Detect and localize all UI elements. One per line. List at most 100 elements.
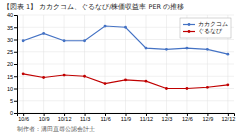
- series-marker: [63, 39, 66, 42]
- y-tick-mark: [14, 89, 17, 90]
- x-tick: 10/9: [39, 113, 50, 122]
- grid-line-x: [166, 15, 167, 113]
- y-tick-label: 30: [7, 37, 13, 43]
- legend: カカクコムぐるなび: [180, 18, 231, 38]
- y-tick-label: 35: [7, 25, 13, 31]
- series-marker: [42, 32, 45, 35]
- grid-line-x: [105, 15, 106, 113]
- y-tick-mark: [14, 40, 17, 41]
- x-tick-label: 11/6: [100, 116, 110, 122]
- x-tick: 12/3: [162, 113, 173, 122]
- y-tick: 40: [7, 12, 17, 18]
- series-marker: [145, 47, 148, 50]
- y-tick-mark: [14, 15, 17, 16]
- y-tick-label: 20: [7, 61, 13, 67]
- grid-line-x: [64, 15, 65, 113]
- y-tick-label: 40: [7, 12, 13, 18]
- x-tick: 12/9: [203, 113, 214, 122]
- y-tick-mark: [14, 64, 17, 65]
- series-marker: [165, 48, 168, 51]
- x-tick-label: 10/12: [58, 116, 72, 122]
- y-tick-label: 0: [10, 110, 13, 116]
- x-tick-label: 10/9: [39, 116, 50, 122]
- legend-label: ぐるなび: [198, 28, 223, 35]
- x-tick-label: 12/6: [182, 116, 193, 122]
- legend-swatch-marker: [188, 30, 191, 33]
- y-tick: 15: [7, 74, 17, 80]
- x-tick: 11/6: [100, 113, 110, 122]
- series-marker: [206, 86, 209, 89]
- x-tick-label: 12/12: [221, 116, 235, 122]
- series-marker: [186, 47, 189, 50]
- series-marker: [104, 82, 107, 85]
- x-tick: 11/3: [80, 113, 90, 122]
- y-tick-mark: [14, 52, 17, 53]
- y-tick: 25: [7, 49, 17, 55]
- title: 【図表 1】 カカクコム、ぐるなび/株価収益率 PER の推移: [3, 3, 184, 11]
- grid-line-x: [43, 15, 44, 113]
- y-tick: 30: [7, 37, 17, 43]
- legend-swatch: [183, 31, 195, 32]
- y-tick: 20: [7, 61, 17, 67]
- x-tick: 12/6: [182, 113, 193, 122]
- y-tick: 35: [7, 25, 17, 31]
- legend-swatch: [183, 24, 195, 25]
- y-tick: 10: [7, 86, 17, 92]
- grid-line-x: [84, 15, 85, 113]
- x-tick: 11/9: [121, 113, 131, 122]
- x-tick-label: 10/6: [18, 116, 29, 122]
- legend-label: カカクコム: [198, 21, 228, 27]
- series-marker: [22, 39, 25, 42]
- series-line: [23, 26, 228, 54]
- legend-item: ぐるなび: [183, 28, 223, 35]
- y-tick: 0: [10, 110, 17, 116]
- series-marker: [104, 25, 107, 28]
- legend-swatch-marker: [188, 23, 191, 26]
- y-tick-label: 10: [7, 86, 13, 92]
- y-tick-mark: [14, 27, 17, 28]
- x-tick-label: 12/3: [162, 116, 173, 122]
- plot: 10/6 10/9 10/12 11/3 11/6 11/9 11/12 12/3 12/6 12…: [7, 12, 235, 122]
- y-tick-mark: [14, 113, 17, 114]
- y-axis: 0 5 10 15 20 25 30 35 40: [7, 12, 18, 116]
- series-marker: [165, 87, 168, 90]
- series-marker: [42, 76, 45, 79]
- grid: [17, 15, 234, 113]
- series-marker: [22, 72, 25, 75]
- grid-line-x: [145, 15, 146, 113]
- x-tick-label: 12/9: [203, 116, 214, 122]
- y-tick-mark: [14, 101, 17, 102]
- y-axis-line: [14, 16, 18, 114]
- y-tick-mark: [14, 76, 17, 77]
- x-tick: 10/6: [18, 113, 29, 122]
- x-tick: 10/12: [58, 113, 72, 122]
- series-marker: [206, 48, 209, 51]
- footnote: 制作者：溝田直尋公認会計士: [17, 126, 95, 132]
- legend-item: カカクコム: [183, 21, 228, 27]
- series-marker: [124, 26, 127, 29]
- x-tick: 12/12: [221, 113, 235, 122]
- series-marker: [226, 53, 229, 56]
- series-marker: [145, 80, 148, 83]
- series-marker: [63, 74, 66, 77]
- y-tick: 5: [10, 98, 17, 104]
- x-tick-label: 11/3: [80, 116, 90, 122]
- series-marker: [124, 79, 127, 82]
- series-marker: [83, 39, 86, 42]
- series-marker: [226, 83, 229, 86]
- series-marker: [186, 87, 189, 90]
- grid-line-x: [23, 15, 24, 113]
- y-tick-label: 5: [10, 98, 13, 104]
- chart: 【図表 1】 カカクコム、ぐるなび/株価収益率 PER の推移制作者：溝田直尋公…: [0, 0, 240, 133]
- x-tick-label: 11/12: [140, 116, 153, 122]
- y-tick-label: 25: [7, 49, 13, 55]
- series-marker: [83, 75, 86, 78]
- marks: [22, 25, 230, 90]
- x-tick-label: 11/9: [121, 116, 131, 122]
- series-line: [23, 74, 228, 89]
- grid-line-x: [125, 15, 126, 113]
- y-tick-label: 15: [7, 74, 13, 80]
- x-tick: 11/12: [140, 113, 153, 122]
- legend-frame: [180, 18, 231, 38]
- x-axis: 10/6 10/9 10/12 11/3 11/6 11/9 11/12 12/3 12/6 12…: [18, 113, 236, 122]
